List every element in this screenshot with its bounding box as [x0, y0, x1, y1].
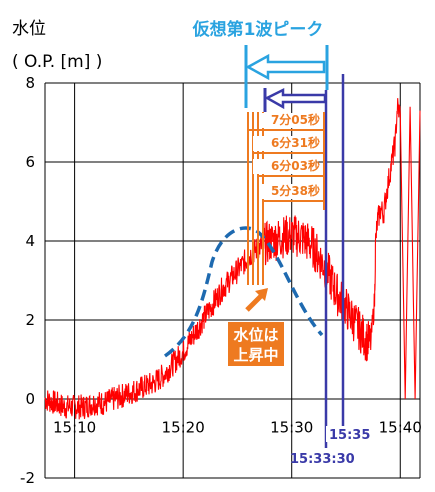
duration-label-bg [253, 136, 316, 151]
duration-label-bg [260, 113, 316, 128]
duration-label: 6分03秒 [271, 158, 320, 173]
y-tick-label: -2 [20, 469, 35, 487]
peak-title: 仮想第1波ピーク [192, 19, 324, 40]
time-label-153330: 15:33:30 [290, 452, 355, 467]
duration-label-bg [253, 159, 316, 174]
time-label-bg [326, 426, 374, 442]
y-axis-unit: ( O.P. [m] ) [12, 52, 103, 72]
peak-arrow [245, 53, 326, 81]
x-tick-label: 15:40 [379, 419, 422, 437]
x-tick-label: 15:20 [162, 419, 205, 437]
x-tick-label: 15:10 [53, 419, 96, 437]
y-axis-label: 水位 [12, 19, 46, 39]
rising-callout-box [228, 322, 284, 366]
y-tick-label: 6 [25, 153, 35, 171]
y-ticks: 8 6 4 2 0 -2 [20, 74, 35, 487]
duration-label: 6分31秒 [271, 135, 320, 150]
navy-arrow [264, 87, 327, 110]
y-tick-label: 8 [25, 74, 35, 92]
rising-callout-line1: 水位は [233, 326, 278, 344]
duration-label: 5分38秒 [271, 183, 320, 198]
rising-arrow-head [255, 288, 268, 301]
rising-callout-line2: 上昇中 [233, 346, 278, 364]
water-level-line [44, 98, 421, 420]
duration-label: 7分05秒 [271, 112, 320, 127]
y-tick-label: 0 [25, 390, 35, 408]
y-tick-label: 4 [25, 232, 35, 250]
x-tick-label: 15:30 [270, 419, 313, 437]
duration-label-bg [262, 184, 316, 199]
time-label-1535: 15:35 [329, 428, 370, 443]
y-tick-label: 2 [25, 311, 35, 329]
rising-arrow-shaft [245, 293, 264, 312]
x-ticks: 15:10 15:20 15:30 15:40 [53, 419, 422, 437]
series [44, 98, 421, 420]
